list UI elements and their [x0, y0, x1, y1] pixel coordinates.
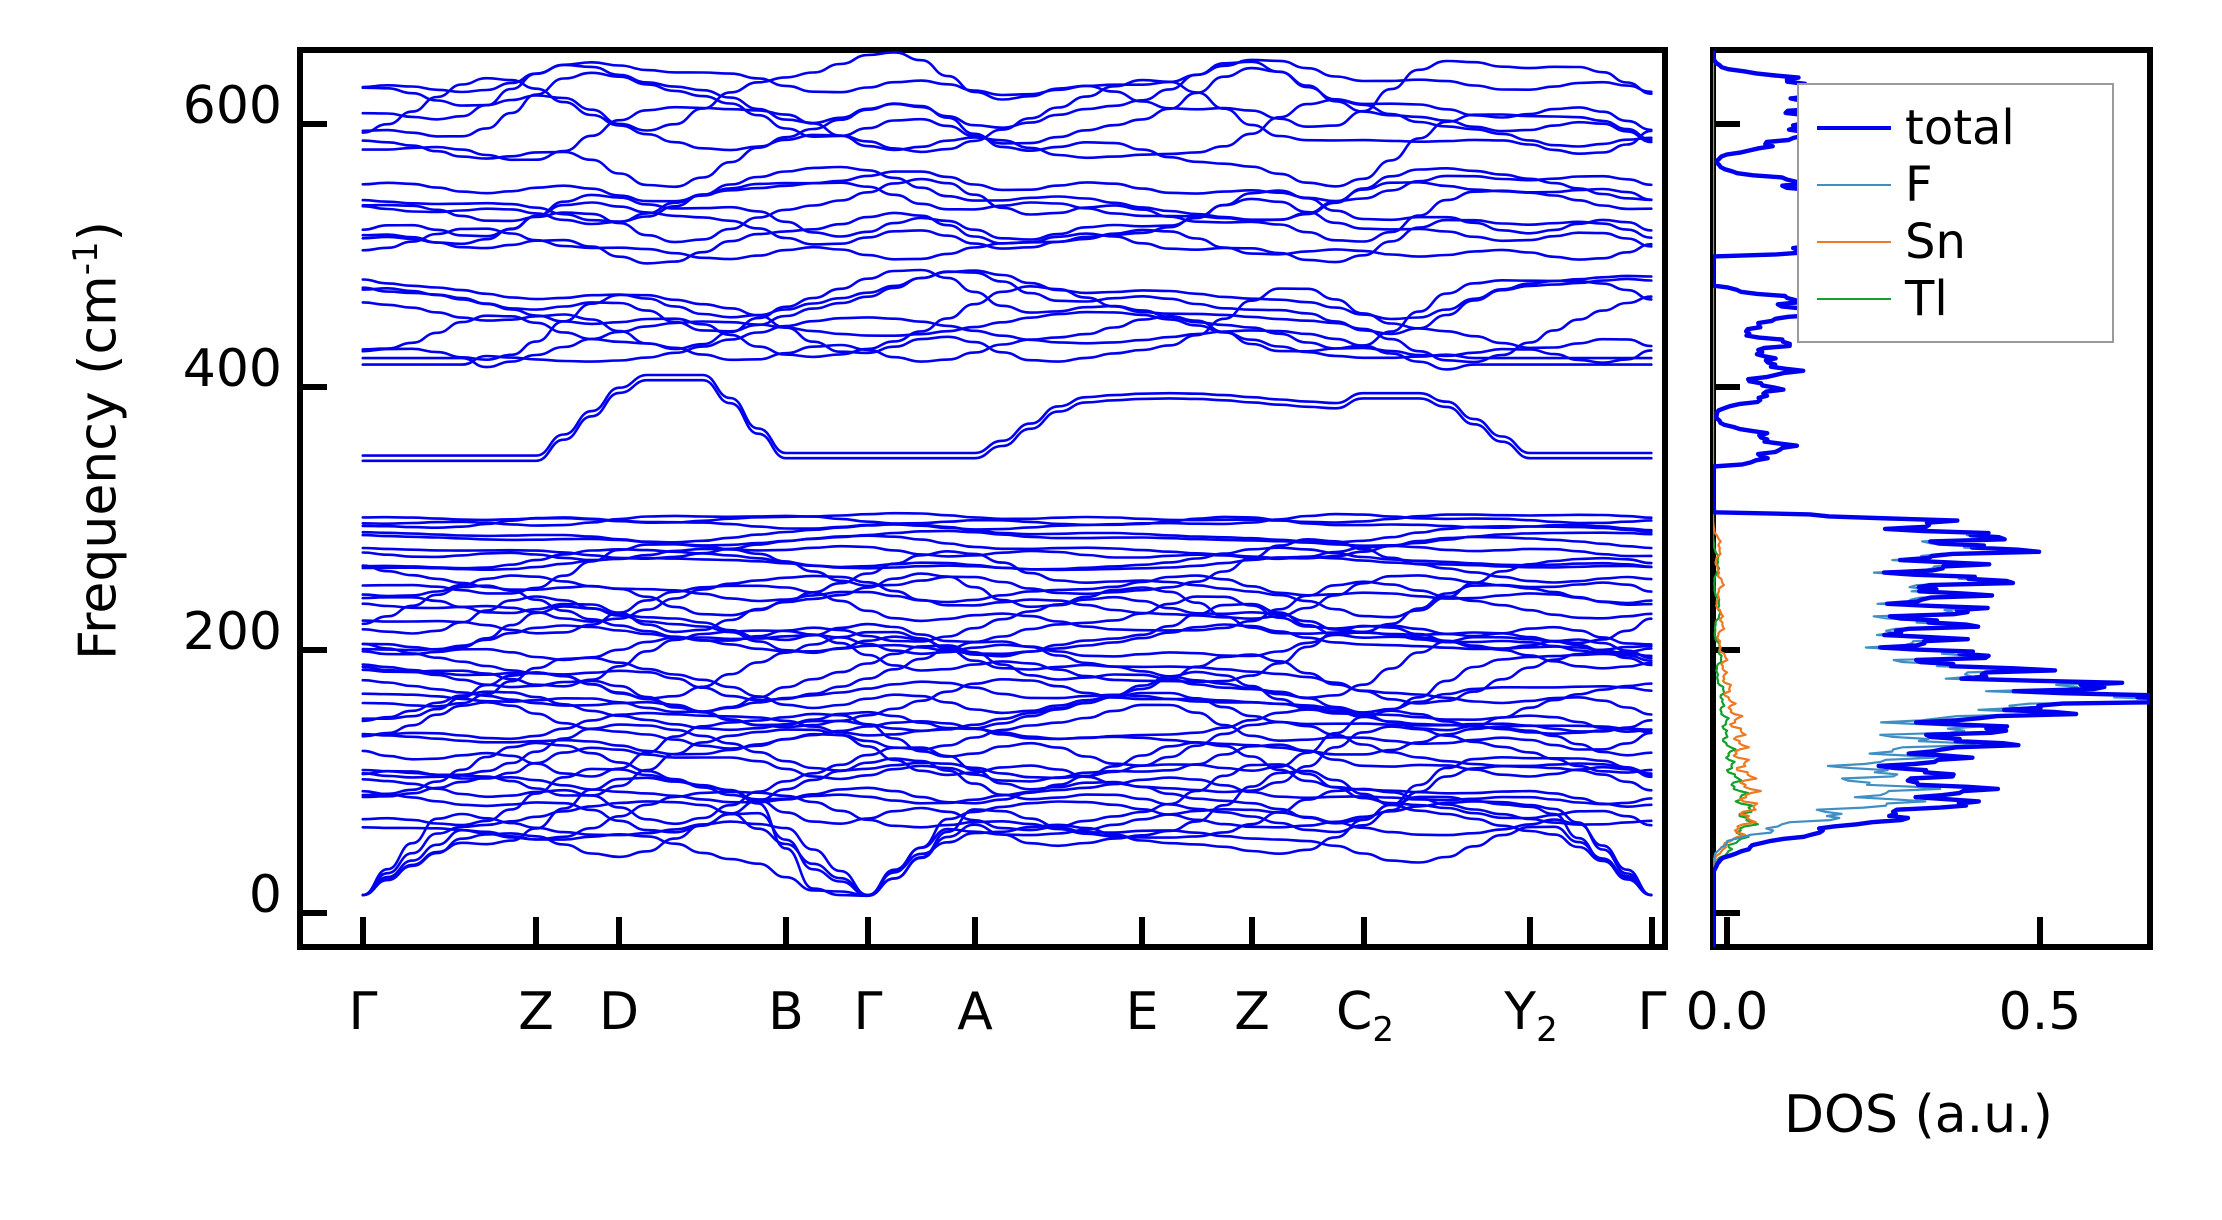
legend-item-f[interactable]: F — [1799, 156, 2112, 213]
dos-x-tick-label-05: 0.5 — [1998, 982, 2082, 1042]
legend-label-total: total — [1905, 99, 2015, 156]
x-tick-label-gamma-2: Γ — [853, 982, 883, 1042]
band-x-ticks — [360, 917, 1655, 947]
legend-swatch-f — [1817, 183, 1891, 186]
dos-y-ticks — [1713, 121, 1740, 916]
legend-swatch-total — [1817, 125, 1891, 130]
x-tick-label-d: D — [598, 982, 640, 1042]
legend-label-sn: Sn — [1905, 213, 1966, 270]
legend-swatch-tl — [1817, 297, 1891, 300]
x-tick-label-z-1: Z — [518, 982, 554, 1042]
x-tick-label-a: A — [957, 982, 993, 1042]
x-tick-label-z-2: Z — [1234, 982, 1270, 1042]
x-tick-label-gamma-1: Γ — [348, 982, 378, 1042]
y-tick-label-400: 400 — [182, 339, 282, 399]
band-axes-frame — [297, 47, 1668, 950]
legend-swatch-sn — [1817, 240, 1891, 243]
band-structure-curves — [361, 51, 1653, 898]
band-y-ticks — [300, 121, 327, 916]
dos-x-tick-label-0: 0.0 — [1685, 982, 1769, 1042]
x-tick-label-y2: Y2 — [1504, 982, 1558, 1050]
legend-item-tl[interactable]: Tl — [1799, 270, 2112, 327]
x-tick-label-c2: C2 — [1336, 982, 1394, 1050]
x-tick-label-b: B — [768, 982, 804, 1042]
legend-label-tl: Tl — [1905, 270, 1948, 327]
y-tick-label-600: 600 — [182, 76, 282, 136]
legend-label-f: F — [1905, 156, 1933, 213]
x-tick-label-e: E — [1125, 982, 1159, 1042]
legend-item-total[interactable]: total — [1799, 99, 2112, 156]
dos-x-axis-label: DOS (a.u.) — [1784, 1085, 2053, 1145]
y-tick-label-0: 0 — [248, 865, 282, 925]
x-tick-label-gamma-3: Γ — [1637, 982, 1667, 1042]
y-tick-label-200: 200 — [182, 602, 282, 662]
legend-item-sn[interactable]: Sn — [1799, 213, 2112, 270]
dos-x-ticks — [1724, 917, 2043, 947]
legend: total F Sn Tl — [1797, 83, 2114, 343]
